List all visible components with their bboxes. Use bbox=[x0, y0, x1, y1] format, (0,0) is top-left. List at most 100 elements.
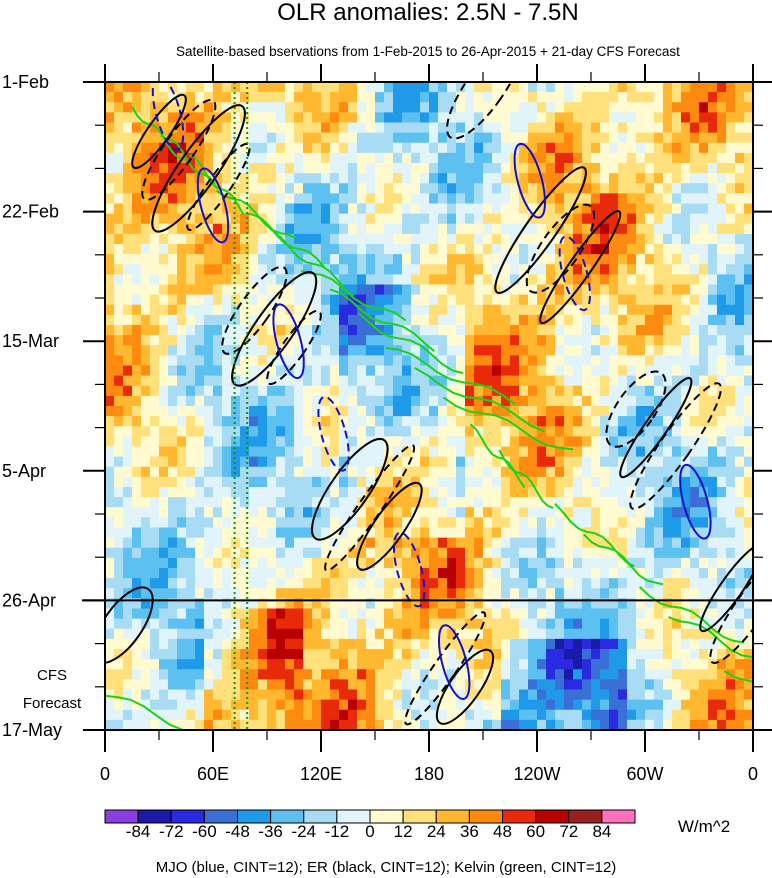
heatmap-cell bbox=[321, 476, 331, 488]
heatmap-cell bbox=[204, 487, 214, 498]
heatmap-cell bbox=[501, 649, 511, 660]
heatmap-cell bbox=[582, 446, 592, 458]
x-tick-label: 120W bbox=[513, 764, 560, 784]
heatmap-cell bbox=[627, 325, 637, 336]
heatmap-cell bbox=[249, 476, 259, 488]
heatmap-cell bbox=[600, 112, 610, 124]
heatmap-cell bbox=[492, 578, 502, 589]
heatmap-cell bbox=[744, 628, 753, 640]
heatmap-cell bbox=[348, 537, 358, 549]
heatmap-cell bbox=[447, 618, 457, 630]
heatmap-cell bbox=[474, 365, 484, 377]
heatmap-cell bbox=[258, 284, 268, 296]
heatmap-cell bbox=[294, 547, 304, 559]
heatmap-cell bbox=[744, 365, 753, 377]
heatmap-cell bbox=[303, 264, 313, 275]
heatmap-cell bbox=[204, 709, 214, 721]
heatmap-cell bbox=[123, 568, 133, 579]
heatmap-cell bbox=[240, 608, 250, 620]
heatmap-cell bbox=[609, 446, 619, 458]
heatmap-cell bbox=[744, 537, 753, 549]
heatmap-cell bbox=[555, 416, 565, 427]
heatmap-cell bbox=[384, 406, 394, 417]
heatmap-cell bbox=[177, 406, 187, 417]
heatmap-cell bbox=[744, 547, 753, 559]
heatmap-cell bbox=[384, 294, 394, 306]
heatmap-cell bbox=[402, 102, 412, 113]
heatmap-cell bbox=[672, 426, 682, 437]
mjo-contour bbox=[558, 235, 592, 312]
heatmap-cell bbox=[510, 456, 520, 468]
heatmap-cell bbox=[546, 679, 556, 691]
heatmap-cell bbox=[123, 719, 133, 730]
heatmap-cell bbox=[555, 628, 565, 640]
heatmap-cell bbox=[195, 527, 205, 539]
heatmap-cell bbox=[393, 254, 403, 265]
heatmap-cell bbox=[654, 638, 664, 650]
heatmap-cell bbox=[123, 527, 133, 539]
heatmap-cell bbox=[303, 689, 313, 701]
heatmap-cell bbox=[141, 193, 151, 205]
heatmap-cell bbox=[132, 669, 142, 680]
heatmap-cell bbox=[564, 507, 574, 518]
heatmap-cell bbox=[168, 578, 178, 589]
heatmap-cell bbox=[339, 173, 349, 184]
heatmap-cell bbox=[132, 254, 142, 265]
heatmap-cell bbox=[681, 223, 691, 235]
heatmap-cell bbox=[717, 274, 727, 286]
heatmap-cell bbox=[168, 203, 178, 215]
heatmap-cell bbox=[177, 142, 187, 154]
heatmap-cell bbox=[186, 537, 196, 549]
heatmap-cell bbox=[726, 649, 736, 660]
heatmap-cell bbox=[312, 608, 322, 620]
heatmap-cell bbox=[141, 476, 151, 488]
heatmap-cell bbox=[546, 406, 556, 417]
heatmap-cell bbox=[186, 507, 196, 518]
heatmap-cell bbox=[177, 436, 187, 448]
heatmap-cell bbox=[321, 82, 331, 93]
heatmap-cell bbox=[420, 436, 430, 448]
heatmap-cell bbox=[636, 709, 646, 721]
heatmap-cell bbox=[222, 669, 232, 680]
heatmap-cell bbox=[420, 355, 430, 367]
heatmap-cell bbox=[609, 284, 619, 296]
heatmap-cell bbox=[357, 487, 367, 498]
heatmap-cell bbox=[537, 517, 547, 529]
heatmap-cell bbox=[204, 649, 214, 660]
heatmap-cell bbox=[231, 436, 241, 448]
heatmap-cell bbox=[168, 426, 178, 437]
heatmap-cell bbox=[141, 163, 151, 174]
heatmap-cell bbox=[123, 416, 133, 427]
heatmap-cell bbox=[582, 689, 592, 701]
heatmap-cell bbox=[213, 325, 223, 336]
heatmap-cell bbox=[303, 618, 313, 630]
heatmap-cell bbox=[681, 487, 691, 498]
heatmap-cell bbox=[699, 142, 709, 154]
heatmap-cell bbox=[384, 223, 394, 235]
heatmap-cell bbox=[366, 223, 376, 235]
heatmap-cell bbox=[672, 142, 682, 154]
heatmap-cell bbox=[510, 557, 520, 569]
heatmap-cell bbox=[456, 213, 466, 225]
heatmap-cell bbox=[636, 719, 646, 730]
heatmap-cell bbox=[708, 284, 718, 296]
heatmap-cell bbox=[501, 395, 511, 407]
heatmap-cell bbox=[294, 304, 304, 316]
heatmap-cell bbox=[150, 345, 160, 356]
heatmap-cell bbox=[600, 82, 610, 93]
heatmap-cell bbox=[636, 608, 646, 620]
heatmap-cell bbox=[321, 254, 331, 265]
heatmap-cell bbox=[159, 497, 169, 508]
heatmap-cell bbox=[744, 446, 753, 458]
heatmap-cell bbox=[483, 233, 493, 245]
heatmap-cell bbox=[564, 669, 574, 680]
heatmap-cell bbox=[276, 183, 286, 194]
heatmap-cell bbox=[546, 112, 556, 124]
heatmap-cell bbox=[285, 193, 295, 205]
heatmap-cell bbox=[357, 719, 367, 730]
heatmap-cell bbox=[249, 142, 259, 154]
heatmap-cell bbox=[528, 568, 538, 579]
heatmap-cell bbox=[735, 284, 745, 296]
heatmap-cell bbox=[627, 406, 637, 417]
heatmap-cell bbox=[690, 102, 700, 113]
